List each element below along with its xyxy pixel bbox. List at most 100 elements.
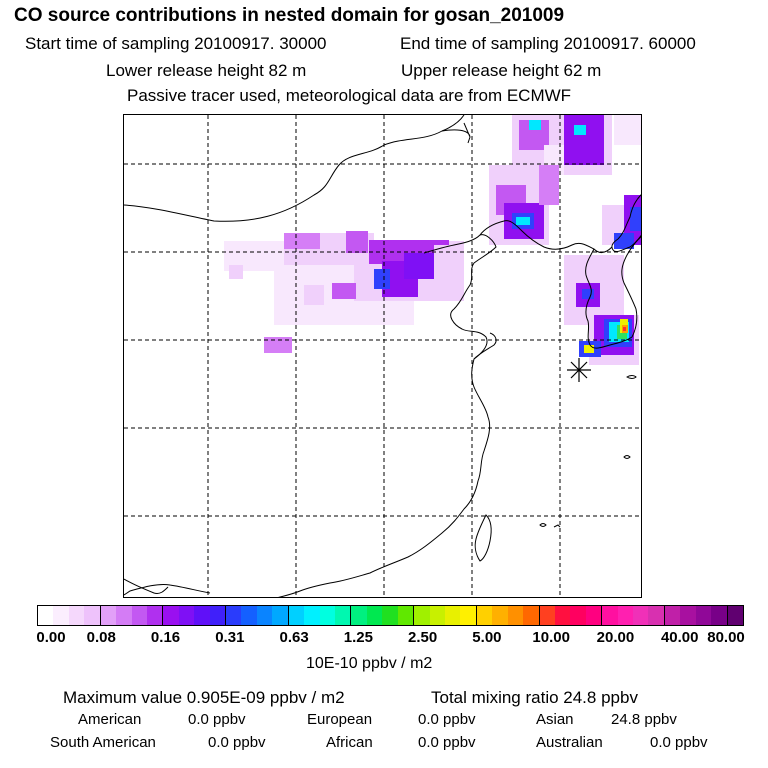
- plume-cell: [516, 217, 530, 225]
- plume-cell: [574, 125, 586, 135]
- colorbar-tick-label: 0.08: [86, 629, 116, 646]
- region-name: South American: [50, 734, 156, 751]
- colorbar-swatch: [178, 606, 195, 625]
- colorbar-swatch: [711, 606, 727, 625]
- region-value: 0.0 ppbv: [208, 734, 266, 751]
- plot-title: CO source contributions in nested domain…: [14, 5, 565, 26]
- plume-cell: [374, 269, 390, 289]
- colorbar-swatch: [585, 606, 602, 625]
- tracer-note: Passive tracer used, meteorological data…: [127, 86, 572, 105]
- map-svg: [124, 115, 641, 597]
- plume-cell: [582, 289, 594, 299]
- colorbar-tick-label: 0.31: [215, 629, 245, 646]
- coastline-manchuria: [441, 122, 471, 144]
- coastlines: [124, 115, 641, 597]
- colorbar-swatch: [304, 606, 320, 625]
- plume-cell: [332, 283, 356, 299]
- colorbar-swatch: [350, 606, 367, 625]
- grid-lines: [124, 115, 641, 597]
- coastline-shandong: [473, 332, 497, 360]
- map-panel: [123, 114, 642, 598]
- coastline-bohai: [278, 234, 497, 597]
- lower-release-height: Lower release height 82 m: [106, 61, 307, 80]
- coastline-south-china: [124, 584, 211, 596]
- colorbar-swatch: [475, 606, 493, 625]
- colorbar-swatch: [256, 606, 273, 625]
- colorbar-swatch: [225, 606, 242, 625]
- coastline-japan: [611, 194, 641, 252]
- plume-cell: [630, 207, 641, 231]
- colorbar-tick-label: 0.00: [36, 629, 66, 646]
- region-value: 0.0 ppbv: [650, 734, 708, 751]
- colorbar-swatch: [538, 606, 555, 625]
- colorbar-tick-label: 0.16: [150, 629, 181, 646]
- colorbar-swatch: [99, 606, 117, 625]
- coastline-mongolia-border: [124, 115, 465, 222]
- island-small: [539, 523, 547, 527]
- colorbar-tick-label: 10.00: [532, 629, 570, 646]
- colorbar-tick-label: 2.50: [408, 629, 438, 646]
- colorbar-swatch: [444, 606, 461, 625]
- colorbar-swatch: [116, 606, 132, 625]
- island-small: [623, 455, 631, 459]
- colorbar-tick-label: 0.63: [279, 629, 309, 646]
- colorbar-swatch: [413, 606, 430, 625]
- colorbar-swatch: [397, 606, 414, 625]
- upper-release-height: Upper release height 62 m: [401, 61, 602, 80]
- end-time: End time of sampling 20100917. 60000: [400, 34, 696, 53]
- colorbar-swatch: [84, 606, 100, 625]
- colorbar-swatch: [726, 606, 743, 625]
- coastline-korea: [585, 236, 641, 349]
- colorbar-unit: 10E-10 ppbv / m2: [306, 655, 433, 672]
- coastline-hainan: [124, 578, 169, 594]
- coastline-taiwan: [474, 514, 492, 562]
- colorbar-swatch: [648, 606, 664, 625]
- colorbar-swatch: [633, 606, 649, 625]
- region-value: 0.0 ppbv: [418, 711, 476, 728]
- colorbar-swatch: [695, 606, 712, 625]
- colorbar-swatch: [554, 606, 571, 625]
- plume-cell: [229, 265, 243, 279]
- island-small: [553, 524, 561, 528]
- colorbar-tick-label: 5.00: [472, 629, 502, 646]
- colorbar-swatch: [429, 606, 445, 625]
- plume-cell: [564, 115, 604, 165]
- region-name: Asian: [536, 711, 574, 728]
- colorbar-tick-label: 80.00: [707, 629, 745, 646]
- receptor-stroke: [570, 361, 588, 379]
- colorbar-swatch: [366, 606, 383, 625]
- region-name: Australian: [536, 734, 603, 751]
- colorbar-swatch: [272, 606, 288, 625]
- colorbar-swatch: [507, 606, 524, 625]
- colorbar-swatch: [492, 606, 508, 625]
- colorbar-swatch: [241, 606, 257, 625]
- colorbar-swatch: [319, 606, 336, 625]
- plume-cell: [614, 115, 641, 145]
- region-name: European: [307, 711, 373, 728]
- colorbar-swatch: [601, 606, 618, 625]
- plume-cell: [334, 305, 364, 325]
- plume-cell: [346, 231, 368, 253]
- colorbar-swatch: [162, 606, 179, 625]
- colorbar-tick-label: 40.00: [660, 629, 699, 646]
- plume-cell: [284, 233, 320, 249]
- colorbar-swatch: [382, 606, 398, 625]
- colorbar-tick-label: 20.00: [596, 629, 635, 646]
- region-name: African: [326, 734, 373, 751]
- colorbar-swatch: [460, 606, 476, 625]
- colorbar-swatch: [194, 606, 210, 625]
- colorbar-swatch: [38, 606, 54, 625]
- plume-layer: [224, 115, 641, 365]
- colorbar-swatch: [53, 606, 69, 625]
- island-jeju: [626, 375, 637, 379]
- colorbar-swatch: [287, 606, 305, 625]
- plume-cell: [623, 327, 626, 331]
- region-value: 0.0 ppbv: [188, 711, 246, 728]
- colorbar-swatch: [146, 606, 163, 625]
- total-mixing-ratio: Total mixing ratio 24.8 ppbv: [431, 688, 638, 707]
- colorbar-swatch: [617, 606, 634, 625]
- colorbar-swatch: [680, 606, 696, 625]
- receptor-marker-icon: [567, 358, 591, 382]
- colorbar-swatch: [570, 606, 586, 625]
- plume-cell: [404, 253, 434, 279]
